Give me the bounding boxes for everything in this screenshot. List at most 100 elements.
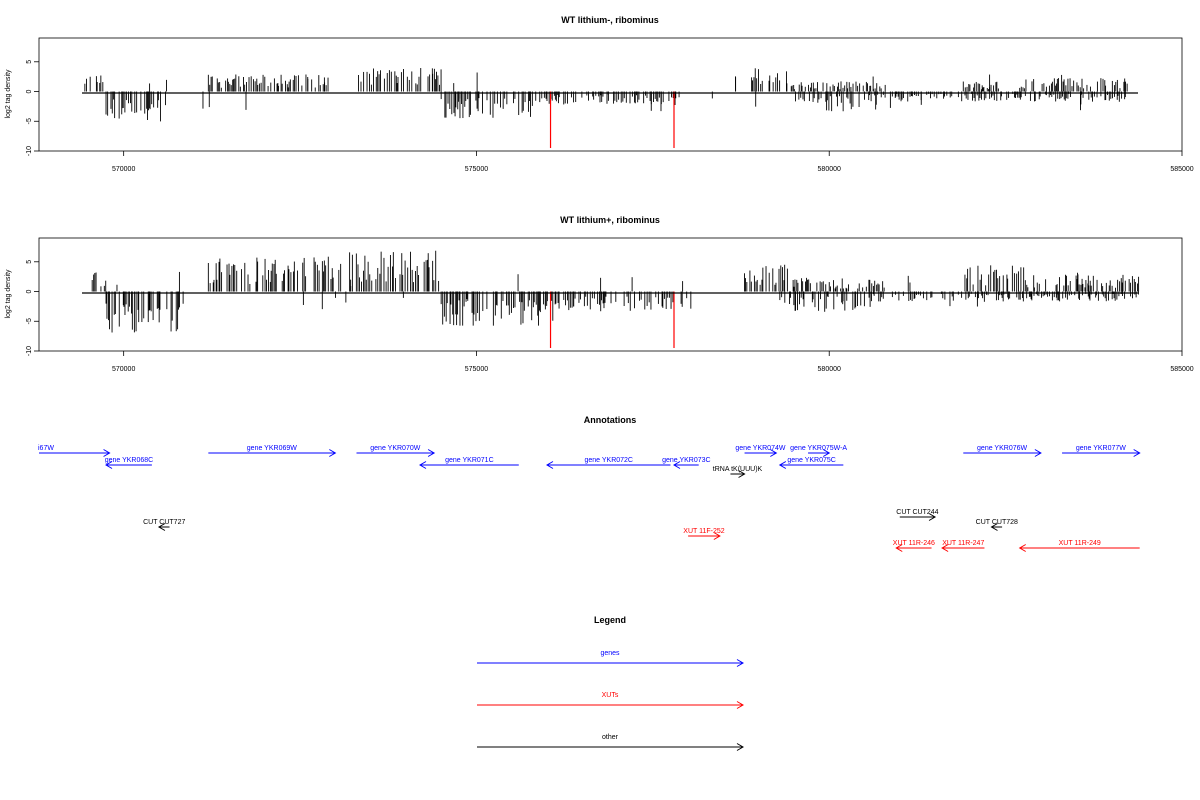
feature-xut: XUT 11R-247 [941, 540, 984, 552]
arrow-head-icon [329, 449, 337, 457]
arrow-head-icon [778, 461, 787, 469]
legend-items: genes XUTs other [477, 650, 744, 751]
arrow-head-icon [941, 544, 949, 552]
feature-gene: gene YKR071C [419, 457, 519, 469]
x-tick-label: 575000 [465, 366, 488, 373]
arrow-head-icon [736, 701, 744, 709]
feature-xut: XUT 11R-249 [1018, 540, 1140, 552]
highlight-bars [549, 91, 675, 149]
y-tick-label: -5 [26, 318, 33, 324]
feature-gene: i67W [38, 445, 111, 457]
feature-label: gene YKR074W [735, 445, 785, 452]
y-tick-label: 0 [26, 89, 33, 93]
feature-label: XUT 11R-249 [1059, 540, 1101, 547]
legend-label: XUTs [602, 692, 619, 699]
legend-title: Legend [594, 615, 626, 625]
arrow-head-icon [673, 461, 681, 469]
feature-gene: gene YKR069W [208, 445, 337, 457]
arrow-head-icon [770, 449, 778, 457]
y-tick-label: -10 [26, 146, 33, 156]
x-tick-label: 580000 [818, 366, 841, 373]
arrow-head-icon [105, 461, 113, 469]
arrow-head-icon [1018, 544, 1026, 552]
feature-gene: gene YKR075W-A [790, 445, 847, 457]
feature-label: gene YKR068C [105, 457, 154, 464]
arrow-head-icon [427, 449, 436, 457]
feature-gene: gene YKR077W [1062, 445, 1141, 457]
feature-xut: XUT 11F-252 [683, 528, 725, 540]
feature-gene: gene YKR075C [778, 457, 844, 469]
density-bars [84, 68, 1128, 122]
x-tick-label: 575000 [465, 166, 488, 173]
arrow-head-icon [546, 461, 554, 469]
feature-label: XUT 11F-252 [683, 528, 724, 535]
feature-label: gene YKR069W [247, 445, 297, 452]
arrow-head-icon [990, 523, 998, 531]
feature-gene: gene YKR076W [963, 445, 1042, 457]
x-axis: 570000 575000 580000 585000 [112, 351, 1194, 373]
y-axis-label: log2 tag density [5, 69, 12, 119]
feature-label: CUT CUT244 [896, 509, 938, 516]
x-tick-label: 585000 [1170, 366, 1193, 373]
arrow-head-icon [419, 461, 427, 469]
x-tick-label: 585000 [1170, 166, 1193, 173]
y-axis-label: log2 tag density [5, 269, 12, 319]
feature-label: gene YKR071C [445, 457, 494, 464]
feature-label: CUT CUT728 [976, 519, 1018, 526]
feature-other: CUT CUT728 [976, 519, 1018, 531]
y-axis: 5 0 -5 -10 [26, 260, 39, 356]
x-tick-label: 570000 [112, 366, 135, 373]
arrow-head-icon [822, 449, 831, 457]
x-tick-label: 580000 [818, 166, 841, 173]
legend-label: genes [600, 650, 620, 657]
track-title: WT lithium-, ribominus [561, 15, 659, 25]
plot-frame [38, 237, 1183, 352]
feature-list: i67W gene YKR068C gene YKR069W gene YKR070W… [38, 445, 1141, 552]
feature-label: gene YKR075C [787, 457, 836, 464]
y-tick-label: -5 [26, 118, 33, 124]
arrow-head-icon [1034, 449, 1042, 457]
feature-label: i67W [38, 445, 54, 452]
plot-frame [38, 37, 1183, 152]
arrow-head-icon [103, 449, 111, 457]
feature-label: gene YKR075W-A [790, 445, 847, 452]
arrow-head-icon [895, 544, 903, 552]
feature-label: XUT 11R-246 [893, 540, 935, 547]
x-tick-label: 570000 [112, 166, 135, 173]
feature-gene: gene YKR072C [546, 457, 671, 469]
x-axis: 570000 575000 580000 585000 [112, 151, 1194, 173]
feature-label: gene YKR070W [370, 445, 420, 452]
track-title: WT lithium+, ribominus [560, 215, 660, 225]
y-tick-label: 5 [26, 60, 33, 64]
density-bars [91, 250, 1140, 333]
y-tick-label: 0 [26, 289, 33, 293]
arrow-head-icon [928, 513, 937, 521]
track-panel-lithium-minus: WT lithium-, ribominus log2 tag density … [5, 15, 1194, 173]
feature-label: tRNA tK(UUU)K [713, 466, 763, 473]
legend-item-gene: genes [477, 650, 744, 667]
legend-label: other [602, 734, 619, 741]
feature-xut: XUT 11R-246 [893, 540, 935, 552]
highlight-bars [549, 291, 675, 349]
feature-gene: gene YKR070W [356, 445, 436, 457]
legend-item-xut: XUTs [477, 692, 744, 709]
feature-other: CUT CUT244 [896, 509, 939, 521]
feature-label: XUT 11R-247 [942, 540, 984, 547]
feature-label: gene YKR076W [977, 445, 1027, 452]
feature-label: gene YKR072C [584, 457, 633, 464]
y-tick-label: 5 [26, 260, 33, 264]
feature-gene: gene YKR068C [105, 457, 154, 469]
arrow-head-icon [736, 659, 744, 667]
feature-label: gene YKR077W [1076, 445, 1126, 452]
arrow-head-icon [713, 532, 721, 540]
arrow-head-icon [736, 743, 744, 751]
track-panel-lithium-plus: WT lithium+, ribominus log2 tag density … [5, 215, 1194, 373]
arrow-head-icon [738, 470, 746, 478]
y-tick-label: -10 [26, 346, 33, 356]
feature-label: CUT CUT727 [143, 519, 185, 526]
arrow-head-icon [157, 523, 166, 531]
legend-item-other: other [477, 734, 744, 751]
feature-other: CUT CUT727 [143, 519, 185, 531]
annotations-title: Annotations [584, 415, 637, 425]
